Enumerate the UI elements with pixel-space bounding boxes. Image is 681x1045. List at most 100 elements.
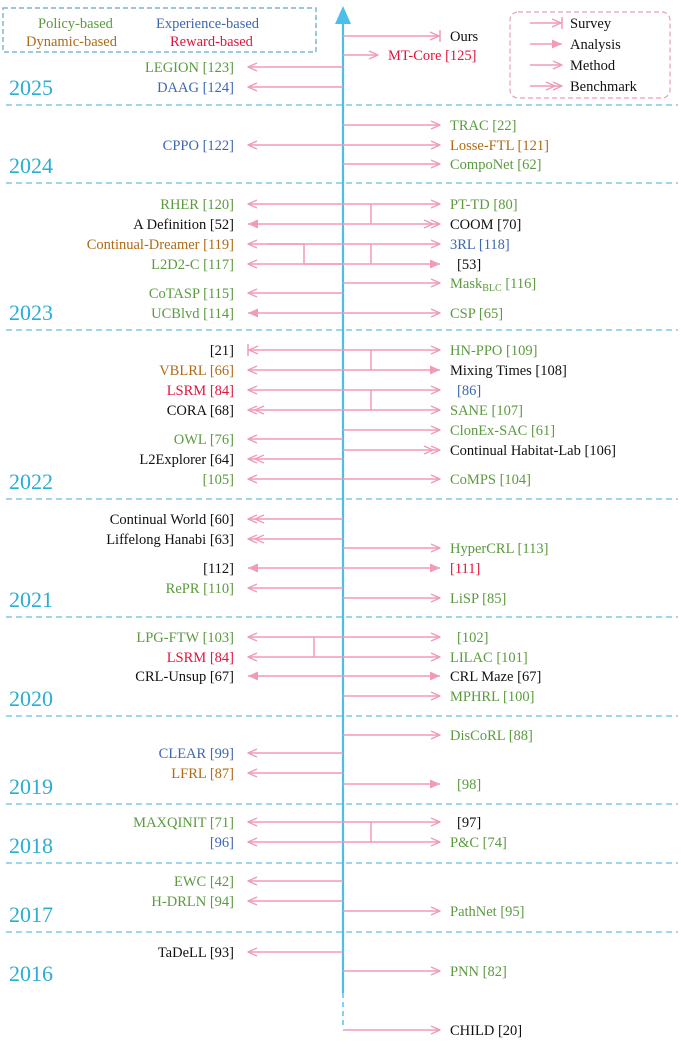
entry-name: CRL-Unsup xyxy=(135,669,206,685)
arrow-method-left xyxy=(247,896,343,906)
entry-label-105: [105] xyxy=(203,472,234,488)
legend-survey-label: Survey xyxy=(570,16,612,32)
arrow-method-left xyxy=(247,837,343,847)
entry-ref: [82] xyxy=(479,964,507,980)
arrow-method-left xyxy=(247,474,343,484)
entry-ref: [124] xyxy=(199,80,234,96)
entry-label-lpg-ftw: LPG-FTW [103] xyxy=(136,630,234,646)
arrow-method-right xyxy=(343,966,441,976)
entry-label-coom: COOM [70] xyxy=(450,217,521,233)
category-policy-label: Policy-based xyxy=(38,16,114,32)
entry-ref: [117] xyxy=(200,257,235,273)
entry-labels: LEGION [123]DAAG [124]CPPO [122]RHER [12… xyxy=(87,29,616,1039)
legend-analysis: Analysis xyxy=(530,37,621,53)
entry-label-crl-maze: CRL Maze [67] xyxy=(450,669,541,685)
arrow-analysis-right xyxy=(343,563,440,573)
arrow-method-right xyxy=(343,159,441,169)
entry-label-legion: LEGION [123] xyxy=(145,60,234,76)
arrow-method-left xyxy=(247,288,343,298)
entry-ref: [105] xyxy=(203,472,234,488)
entry-label-continual-dreamer: Continual-Dreamer [119] xyxy=(87,237,234,253)
entry-label-cppo: CPPO [122] xyxy=(163,138,234,154)
entry-name: TRAC xyxy=(450,118,489,134)
entry-name: ClonEx-SAC xyxy=(450,423,527,439)
entry-ref: [52] xyxy=(206,217,234,233)
entry-ref: [115] xyxy=(200,286,235,302)
entry-name: EWC xyxy=(174,874,206,890)
entry-label-csp: CSP [65] xyxy=(450,306,503,322)
entry-ref: [67] xyxy=(514,669,542,685)
entry-name: P&C xyxy=(450,835,479,851)
entry-ref: [20] xyxy=(494,1023,522,1039)
arrow-method-right xyxy=(343,120,441,130)
entry-ref: [94] xyxy=(206,894,234,910)
arrow-method-left xyxy=(247,876,343,886)
arrow-analysis-right xyxy=(343,259,440,269)
entry-ref: [67] xyxy=(206,669,234,685)
entry-name: VBLRL xyxy=(159,363,206,379)
entry-name: PathNet xyxy=(450,904,497,920)
entry-ref: [110] xyxy=(200,581,235,597)
entry-label-hn-ppo: HN-PPO [109] xyxy=(450,343,537,359)
arrow-analysis-left xyxy=(248,219,343,229)
entry-ref: [119] xyxy=(200,237,235,253)
entry-label-trac: TRAC [22] xyxy=(450,118,516,134)
arrow-legend-box xyxy=(509,11,671,99)
entry-ref: [120] xyxy=(199,197,234,213)
year-labels: 2025 2024 2023 2022 2021 2020 2019 2018 2017 2016 xyxy=(9,75,53,986)
entry-label-h-drln: H-DRLN [94] xyxy=(151,894,234,910)
entry-ref: [93] xyxy=(206,945,234,961)
entry-name: H-DRLN xyxy=(151,894,206,910)
entry-name: CRL Maze xyxy=(450,669,514,685)
entry-name: LFRL xyxy=(171,766,206,782)
entry-label-comps: CoMPS [104] xyxy=(450,472,531,488)
arrow-benchmark-right xyxy=(343,445,441,455)
entry-ref: [98] xyxy=(457,777,481,793)
entry-ref: [113] xyxy=(514,541,549,557)
arrow-method-right xyxy=(343,50,379,60)
arrow-method-right xyxy=(343,817,441,827)
entry-name: LSRM xyxy=(167,383,207,399)
entry-name: MAXQINIT xyxy=(133,815,206,831)
entry-name: Continual-Dreamer xyxy=(87,237,200,253)
entry-label-liffelong-hanabi: Liffelong Hanabi [63] xyxy=(106,532,234,548)
entry-ref: [100] xyxy=(499,689,534,705)
entry-ref: [121] xyxy=(514,138,549,154)
arrow-method-left xyxy=(247,82,343,92)
arrow-method-left xyxy=(247,652,343,662)
legend-analysis-label: Analysis xyxy=(570,37,621,53)
legend-method-label: Method xyxy=(570,58,616,74)
entry-ref: [102] xyxy=(457,630,488,646)
category-dynamic-label: Dynamic-based xyxy=(26,34,118,50)
entry-ref: [122] xyxy=(199,138,234,154)
entry-label-p-c: P&C [74] xyxy=(450,835,507,851)
entry-ref: [111] xyxy=(450,561,480,577)
entry-ref: [106] xyxy=(581,443,616,459)
year-label-2016: 2016 xyxy=(9,961,53,986)
entry-name: LiSP xyxy=(450,591,479,607)
entry-name: CLEAR xyxy=(159,746,207,762)
entry-name: L2D2-C xyxy=(151,257,199,273)
entry-label-clear: CLEAR [99] xyxy=(159,746,234,762)
entry-label-lfrl: LFRL [87] xyxy=(171,766,234,782)
entry-label-mixing-times: Mixing Times [108] xyxy=(450,363,567,379)
arrow-method-right xyxy=(343,474,441,484)
year-label-2021: 2021 xyxy=(9,587,53,612)
entry-label-pnn: PNN [82] xyxy=(450,964,507,980)
entry-ref: [101] xyxy=(493,650,528,666)
entry-ref: [62] xyxy=(514,157,542,173)
entry-label-cora: CORA [68] xyxy=(167,403,234,419)
entry-name: LILAC xyxy=(450,650,493,666)
entry-name: LSRM xyxy=(167,650,207,666)
entry-name: RHER xyxy=(160,197,199,213)
entry-name-subscript: BLC xyxy=(482,283,502,294)
entry-label-lsrm: LSRM [84] xyxy=(167,383,234,399)
entry-name: LEGION xyxy=(145,60,199,76)
entry-ref: [104] xyxy=(496,472,531,488)
arrow-method-left xyxy=(247,199,343,209)
arrow-benchmark-left xyxy=(247,454,343,464)
entry-label-repr: RePR [110] xyxy=(166,581,234,597)
entry-label-mask: MaskBLC [116] xyxy=(450,276,536,294)
entry-name: L2Explorer xyxy=(139,452,206,468)
entry-ref: [68] xyxy=(206,403,234,419)
